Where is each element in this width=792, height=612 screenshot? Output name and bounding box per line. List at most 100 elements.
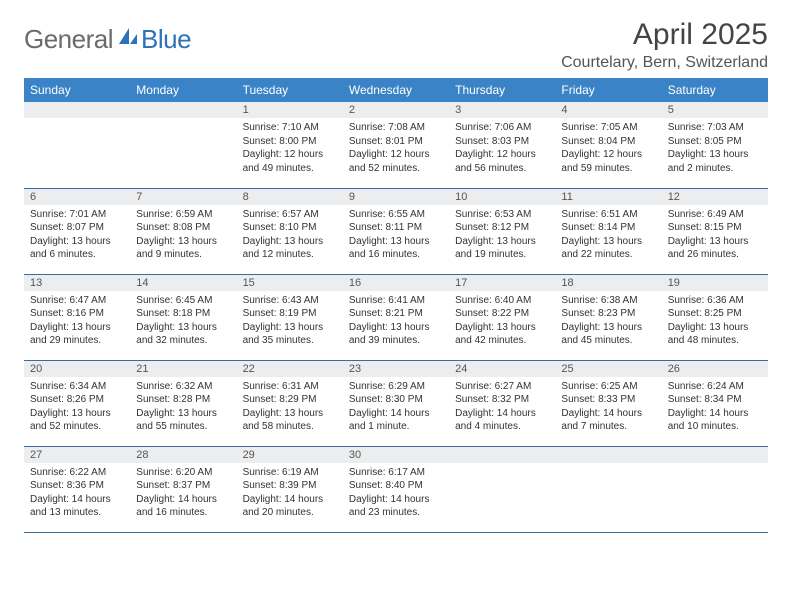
day-details: Sunrise: 6:45 AMSunset: 8:18 PMDaylight:… [130,291,236,354]
day-details: Sunrise: 6:47 AMSunset: 8:16 PMDaylight:… [24,291,130,354]
weekday-header: Friday [555,78,661,102]
day-number: 5 [662,102,768,118]
sunset-line: Sunset: 8:15 PM [668,221,762,235]
calendar-cell [555,446,661,532]
daylight-line: Daylight: 13 hours and 45 minutes. [561,321,655,348]
day-details: Sunrise: 6:17 AMSunset: 8:40 PMDaylight:… [343,463,449,526]
sunset-line: Sunset: 8:01 PM [349,135,443,149]
calendar-cell: 21Sunrise: 6:32 AMSunset: 8:28 PMDayligh… [130,360,236,446]
sunrise-line: Sunrise: 6:41 AM [349,294,443,308]
sunset-line: Sunset: 8:30 PM [349,393,443,407]
sunrise-line: Sunrise: 6:25 AM [561,380,655,394]
day-details: Sunrise: 6:19 AMSunset: 8:39 PMDaylight:… [237,463,343,526]
day-details: Sunrise: 6:25 AMSunset: 8:33 PMDaylight:… [555,377,661,440]
sunset-line: Sunset: 8:07 PM [30,221,124,235]
daylight-line: Daylight: 13 hours and 55 minutes. [136,407,230,434]
day-number: 2 [343,102,449,118]
day-details: Sunrise: 6:31 AMSunset: 8:29 PMDaylight:… [237,377,343,440]
day-details: Sunrise: 6:53 AMSunset: 8:12 PMDaylight:… [449,205,555,268]
sunset-line: Sunset: 8:29 PM [243,393,337,407]
day-number: 23 [343,361,449,377]
sunset-line: Sunset: 8:03 PM [455,135,549,149]
daylight-line: Daylight: 12 hours and 59 minutes. [561,148,655,175]
calendar-cell: 4Sunrise: 7:05 AMSunset: 8:04 PMDaylight… [555,102,661,188]
sunrise-line: Sunrise: 6:29 AM [349,380,443,394]
sunrise-line: Sunrise: 7:03 AM [668,121,762,135]
sunset-line: Sunset: 8:33 PM [561,393,655,407]
sunset-line: Sunset: 8:05 PM [668,135,762,149]
daylight-line: Daylight: 14 hours and 16 minutes. [136,493,230,520]
day-details [24,118,130,127]
day-number: 6 [24,189,130,205]
calendar-week-row: 13Sunrise: 6:47 AMSunset: 8:16 PMDayligh… [24,274,768,360]
calendar-cell: 19Sunrise: 6:36 AMSunset: 8:25 PMDayligh… [662,274,768,360]
sunset-line: Sunset: 8:10 PM [243,221,337,235]
daylight-line: Daylight: 13 hours and 58 minutes. [243,407,337,434]
calendar-cell: 22Sunrise: 6:31 AMSunset: 8:29 PMDayligh… [237,360,343,446]
location: Courtelary, Bern, Switzerland [561,54,768,72]
day-number: 12 [662,189,768,205]
calendar-cell: 2Sunrise: 7:08 AMSunset: 8:01 PMDaylight… [343,102,449,188]
calendar-cell: 9Sunrise: 6:55 AMSunset: 8:11 PMDaylight… [343,188,449,274]
sunrise-line: Sunrise: 7:06 AM [455,121,549,135]
day-details: Sunrise: 7:03 AMSunset: 8:05 PMDaylight:… [662,118,768,181]
daylight-line: Daylight: 12 hours and 49 minutes. [243,148,337,175]
calendar-cell: 5Sunrise: 7:03 AMSunset: 8:05 PMDaylight… [662,102,768,188]
sunrise-line: Sunrise: 7:10 AM [243,121,337,135]
day-details: Sunrise: 6:57 AMSunset: 8:10 PMDaylight:… [237,205,343,268]
sunset-line: Sunset: 8:37 PM [136,479,230,493]
sunset-line: Sunset: 8:19 PM [243,307,337,321]
day-number: 8 [237,189,343,205]
daylight-line: Daylight: 13 hours and 22 minutes. [561,235,655,262]
calendar-cell: 28Sunrise: 6:20 AMSunset: 8:37 PMDayligh… [130,446,236,532]
weekday-header: Tuesday [237,78,343,102]
sunrise-line: Sunrise: 6:38 AM [561,294,655,308]
day-details: Sunrise: 6:51 AMSunset: 8:14 PMDaylight:… [555,205,661,268]
calendar-table: Sunday Monday Tuesday Wednesday Thursday… [24,78,768,533]
day-number: 17 [449,275,555,291]
daylight-line: Daylight: 14 hours and 13 minutes. [30,493,124,520]
day-details: Sunrise: 6:41 AMSunset: 8:21 PMDaylight:… [343,291,449,354]
day-number: 22 [237,361,343,377]
sunrise-line: Sunrise: 6:27 AM [455,380,549,394]
day-details: Sunrise: 6:55 AMSunset: 8:11 PMDaylight:… [343,205,449,268]
day-details: Sunrise: 6:32 AMSunset: 8:28 PMDaylight:… [130,377,236,440]
sunrise-line: Sunrise: 6:31 AM [243,380,337,394]
sunrise-line: Sunrise: 6:24 AM [668,380,762,394]
day-details: Sunrise: 6:27 AMSunset: 8:32 PMDaylight:… [449,377,555,440]
calendar-cell: 26Sunrise: 6:24 AMSunset: 8:34 PMDayligh… [662,360,768,446]
day-number: 29 [237,447,343,463]
calendar-cell: 8Sunrise: 6:57 AMSunset: 8:10 PMDaylight… [237,188,343,274]
logo-text-general: General [24,24,113,55]
day-number: 15 [237,275,343,291]
day-number: 13 [24,275,130,291]
sunset-line: Sunset: 8:08 PM [136,221,230,235]
daylight-line: Daylight: 14 hours and 4 minutes. [455,407,549,434]
calendar-cell: 6Sunrise: 7:01 AMSunset: 8:07 PMDaylight… [24,188,130,274]
sunrise-line: Sunrise: 7:08 AM [349,121,443,135]
weekday-header: Saturday [662,78,768,102]
sunrise-line: Sunrise: 7:01 AM [30,208,124,222]
calendar-cell: 29Sunrise: 6:19 AMSunset: 8:39 PMDayligh… [237,446,343,532]
weekday-header: Monday [130,78,236,102]
day-details: Sunrise: 6:22 AMSunset: 8:36 PMDaylight:… [24,463,130,526]
calendar-cell: 25Sunrise: 6:25 AMSunset: 8:33 PMDayligh… [555,360,661,446]
day-details: Sunrise: 7:06 AMSunset: 8:03 PMDaylight:… [449,118,555,181]
sunrise-line: Sunrise: 6:49 AM [668,208,762,222]
day-number: 1 [237,102,343,118]
daylight-line: Daylight: 12 hours and 56 minutes. [455,148,549,175]
sunrise-line: Sunrise: 6:57 AM [243,208,337,222]
day-number: 19 [662,275,768,291]
daylight-line: Daylight: 13 hours and 32 minutes. [136,321,230,348]
calendar-week-row: 6 Sunrise: 7:01 AMSunset: 8:07 PM Daylight… [24,188,768,274]
calendar-cell: 17Sunrise: 6:40 AMSunset: 8:22 PMDayligh… [449,274,555,360]
day-number: 25 [555,361,661,377]
sunset-line: Sunset: 8:12 PM [455,221,549,235]
logo-text-blue: Blue [141,24,191,55]
sunrise-line: Sunrise: 6:19 AM [243,466,337,480]
day-number: 16 [343,275,449,291]
sunset-line: Sunset: 8:40 PM [349,479,443,493]
weekday-header: Wednesday [343,78,449,102]
daylight-line: Daylight: 14 hours and 7 minutes. [561,407,655,434]
sunrise-line: Sunrise: 6:59 AM [136,208,230,222]
